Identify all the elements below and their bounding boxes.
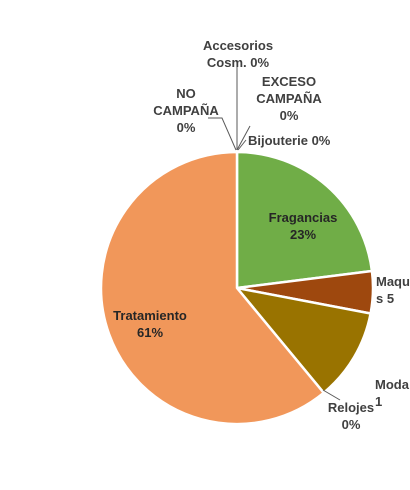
data-label-line: s 5: [376, 291, 394, 306]
slice-labels: Accesorios Cosm. 0% Bijouterie 0% EXCESO CAM…: [113, 38, 410, 432]
data-label-line: Tratamiento: [113, 308, 187, 323]
data-label-line: Fragancias: [269, 210, 338, 225]
data-label-line: 0%: [342, 417, 361, 432]
data-label-line: Moda: [375, 377, 410, 392]
data-label-maquillaje: Maqu s 5: [376, 274, 410, 306]
slice-tratamiento: [99, 150, 325, 426]
data-label-accesorios-cosm: Accesorios Cosm. 0%: [203, 38, 273, 70]
leader-line-bijouterie: [237, 139, 247, 151]
data-label-line: 23%: [290, 227, 316, 242]
data-label-line: Accesorios: [203, 38, 273, 53]
data-label-line: 61%: [137, 325, 163, 340]
data-label-line: CAMPAÑA: [153, 103, 219, 118]
data-label-relojes: Relojes 0%: [328, 400, 374, 432]
data-label-line: NO: [176, 86, 196, 101]
data-label-line: CAMPAÑA: [256, 91, 322, 106]
slice-fragancias: [235, 150, 374, 290]
leader-line-exceso-campana: [236, 125, 251, 151]
data-label-line: Maqu: [376, 274, 410, 289]
slice-moda: [235, 286, 372, 395]
data-label-fragancias: Fragancias 23%: [269, 210, 338, 242]
data-label-line: Relojes: [328, 400, 374, 415]
leader-line-relojes: [322, 389, 341, 401]
data-label-no-campana: NO CAMPAÑA 0%: [153, 86, 219, 135]
data-label-moda: Moda 1: [375, 377, 410, 409]
data-label-line: Bijouterie 0%: [248, 133, 331, 148]
data-label-tratamiento: Tratamiento 61%: [113, 308, 187, 340]
leader-lines: [208, 64, 341, 401]
pie-slices: [99, 150, 375, 426]
data-label-exceso-campana: EXCESO CAMPAÑA 0%: [256, 74, 322, 123]
data-label-line: EXCESO: [262, 74, 316, 89]
data-label-line: 0%: [177, 120, 196, 135]
leader-line-no-campana: [208, 117, 237, 151]
data-label-line: 0%: [280, 108, 299, 123]
data-label-bijouterie: Bijouterie 0%: [248, 133, 331, 148]
data-label-line: 1: [375, 394, 382, 409]
data-label-line: Cosm. 0%: [207, 55, 270, 70]
